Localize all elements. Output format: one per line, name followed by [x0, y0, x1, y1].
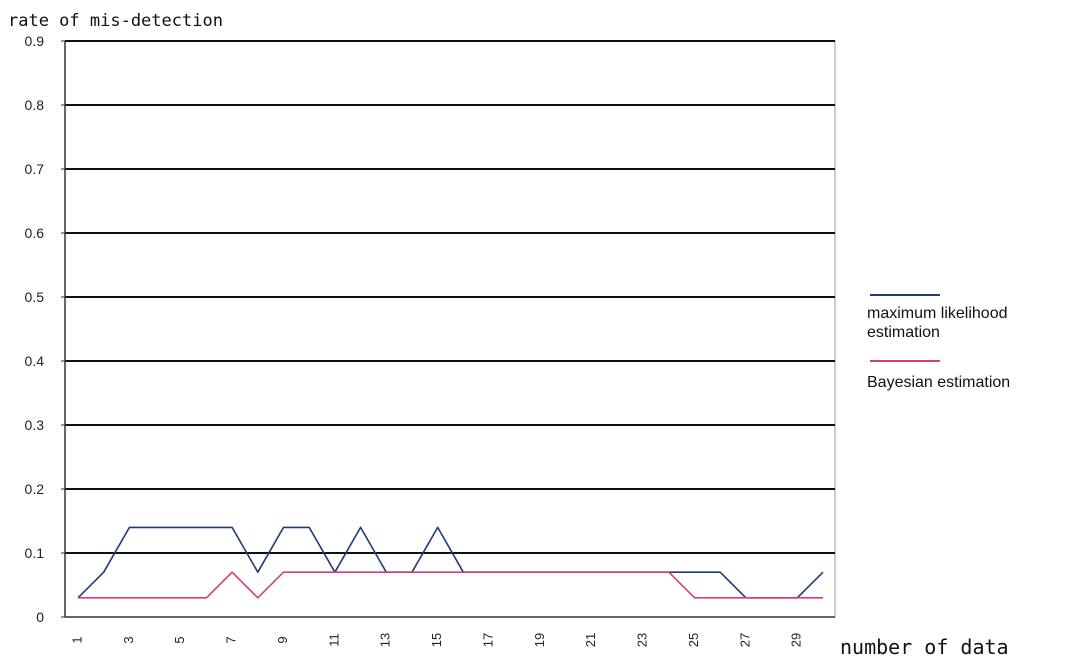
x-tick-label: 11 [326, 633, 341, 647]
x-tick-label: 9 [275, 636, 290, 643]
plot-area [64, 40, 836, 618]
grid-lines [61, 40, 835, 618]
x-tick-label: 29 [789, 633, 804, 647]
y-tick-label: 0.7 [25, 161, 45, 177]
series-line-1 [77, 526, 824, 599]
legend-label-1: estimation [867, 324, 940, 341]
legend: maximum likelihood estimation Bayesian est… [867, 294, 1010, 391]
y-tick-label: 0.6 [25, 225, 45, 241]
x-tick-label: 21 [583, 633, 598, 647]
x-tick-labels: 1 3 5 7 9 11 13 15 17 19 21 23 25 27 29 [69, 633, 803, 647]
y-tick-label: 0.9 [25, 33, 45, 49]
x-tick-label: 17 [480, 633, 495, 647]
x-tick-label: 13 [378, 633, 393, 647]
x-tick-label: 5 [172, 636, 187, 643]
y-tick-label: 0.5 [25, 289, 45, 305]
x-tick-label: 25 [686, 633, 701, 647]
y-tick-label: 0.3 [25, 417, 45, 433]
legend-label-2: Bayesian estimation [867, 374, 1010, 391]
x-tick-label: 1 [69, 636, 84, 643]
y-tick-labels: 0 0.1 0.2 0.3 0.4 0.5 0.6 0.7 0.8 0.9 [25, 33, 45, 625]
series-lines [77, 526, 824, 599]
y-tick-label: 0.4 [25, 353, 45, 369]
y-axis-label: rate of mis-detection [8, 11, 223, 31]
x-tick-label: 23 [635, 633, 650, 647]
y-tick-label: 0.8 [25, 97, 45, 113]
x-tick-label: 3 [121, 636, 136, 643]
y-tick-label: 0.2 [25, 481, 45, 497]
legend-label-1: maximum likelihood [867, 305, 1008, 322]
x-axis-label: number of data [840, 635, 1009, 659]
x-tick-label: 27 [737, 633, 752, 647]
series-line-2 [78, 571, 823, 599]
y-tick-label: 0 [36, 609, 44, 625]
x-tick-label: 19 [532, 633, 547, 647]
y-tick-label: 0.1 [25, 545, 45, 561]
x-tick-label: 7 [224, 636, 239, 643]
x-tick-label: 15 [429, 633, 444, 647]
